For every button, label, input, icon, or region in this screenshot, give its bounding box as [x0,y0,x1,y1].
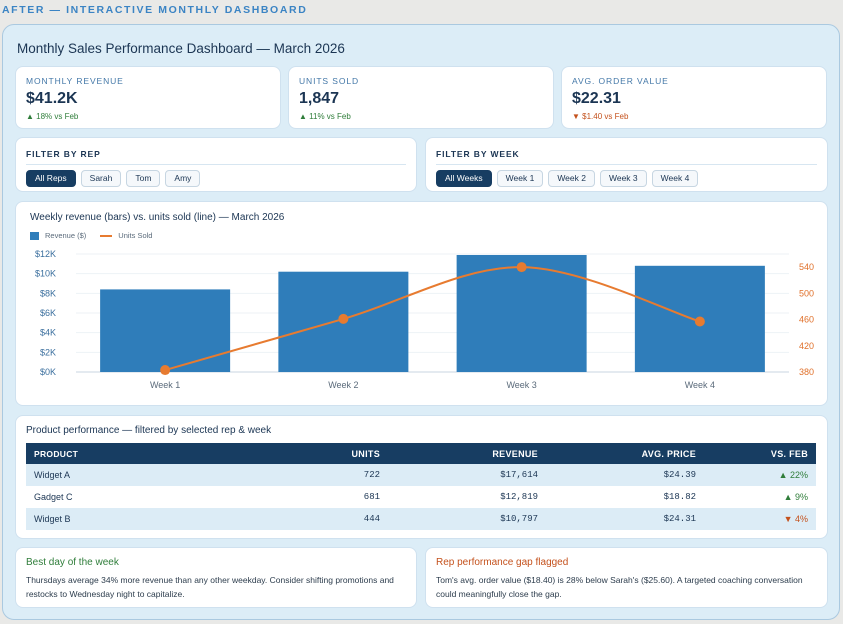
units-point [516,262,527,273]
cell-product: Widget A [26,464,176,486]
filter-rep-tom-button[interactable]: Tom [126,170,161,187]
divider [436,164,817,165]
cell-revenue: $17,614 [388,464,546,486]
x-tick-label: Week 1 [150,380,180,390]
insight-title: Best day of the week [26,557,119,568]
column-header-vs-feb[interactable]: VS. FEB [704,443,816,464]
table-row[interactable]: Gadget C 681 $12,819 $18.82 ▲ 9% [26,486,816,508]
cell-units: 722 [176,464,388,486]
table-header-row: PRODUCT UNITS REVENUE AVG. PRICE VS. FEB [26,443,816,464]
dashboard-title: Monthly Sales Performance Dashboard — Ma… [17,41,345,56]
cell-product: Widget B [26,508,176,530]
x-tick-label: Week 2 [328,380,358,390]
cell-units: 444 [176,508,388,530]
kpi-card-revenue: MONTHLY REVENUE $41.2K ▲ 18% vs Feb [15,66,281,129]
legend-label-revenue: Revenue ($) [45,231,87,240]
table-row[interactable]: Widget A 722 $17,614 $24.39 ▲ 22% [26,464,816,486]
combo-chart: $0K $2K $4K $6K $8K $10K $12K 380 420 460 500 540 We… [35,249,814,390]
filter-week-options: All Weeks Week 1 Week 2 Week 3 Week 4 [436,170,699,187]
y-left-tick-label: $6K [40,308,56,318]
revenue-bar [100,289,231,372]
cell-avg-price: $24.31 [546,508,704,530]
page-label: AFTER — INTERACTIVE MONTHLY DASHBOARD [2,4,308,16]
cell-revenue: $12,819 [500,492,538,502]
product-table-card: Product performance — filtered by select… [15,415,828,539]
cell-revenue: $10,797 [388,508,546,530]
filter-rep-title: FILTER BY REP [26,149,101,159]
column-header-product[interactable]: PRODUCT [26,443,176,464]
kpi-label: MONTHLY REVENUE [26,76,124,86]
chart-title: Weekly revenue (bars) vs. units sold (li… [30,212,285,223]
y-left-tick-label: $8K [40,288,56,298]
filter-rep-sarah-button[interactable]: Sarah [80,170,122,187]
kpi-label: UNITS SOLD [299,76,360,86]
table-title: Product performance — filtered by select… [26,425,272,436]
y-left-tick-label: $12K [35,249,56,259]
revenue-bar [456,254,587,372]
y-right-tick-label: 540 [799,262,814,272]
filter-week-title: FILTER BY WEEK [436,149,520,159]
filter-week-card: FILTER BY WEEK All Weeks Week 1 Week 2 W… [425,137,828,192]
insight-card-best-day: Best day of the week Thursdays average 3… [15,547,417,608]
cell-vs-feb: ▼ 4% [704,508,816,530]
filter-week-1-button[interactable]: Week 1 [496,170,544,187]
units-line [164,266,701,371]
filter-rep-options: All Reps Sarah Tom Amy [26,170,201,187]
y-left-tick-label: $4K [40,328,56,338]
kpi-value: $22.31 [572,90,621,107]
kpi-delta: ▲ 18% vs Feb [26,112,79,121]
product-table: PRODUCT UNITS REVENUE AVG. PRICE VS. FEB… [26,443,816,530]
x-tick-label: Week 3 [506,380,536,390]
cell-product: Gadget C [34,492,73,502]
units-point [338,313,349,324]
insight-card-rep-gap: Rep performance gap flagged Tom's avg. o… [425,547,828,608]
filter-rep-card: FILTER BY REP All Reps Sarah Tom Amy [15,137,417,192]
legend-swatch-units [100,234,113,237]
filter-week-all-button[interactable]: All Weeks [436,170,492,187]
filter-week-3-button[interactable]: Week 3 [599,170,647,187]
y-left-tick-label: $2K [40,347,56,357]
kpi-delta: ▲ 11% vs Feb [299,112,351,121]
filter-week-2-button[interactable]: Week 2 [548,170,595,187]
cell-vs-feb: ▲ 9% [783,492,808,502]
y-right-tick-label: 420 [799,341,814,351]
units-point [160,365,171,376]
cell-vs-feb: ▲ 22% [704,464,816,486]
legend-swatch-revenue [30,231,39,240]
kpi-label: AVG. ORDER VALUE [572,76,669,86]
y-right-tick-label: 500 [799,288,814,298]
y-right-tick-label: 380 [799,367,814,377]
x-tick-label: Week 4 [685,380,715,390]
chart-card: Weekly revenue (bars) vs. units sold (li… [15,201,828,406]
kpi-delta: ▼ $1.40 vs Feb [572,112,629,121]
cell-units: 681 [363,492,380,502]
kpi-card-units: UNITS SOLD 1,847 ▲ 11% vs Feb [288,66,554,129]
units-point [694,316,705,327]
filter-week-4-button[interactable]: Week 4 [651,170,699,187]
y-left-tick-label: $10K [35,269,56,279]
kpi-value: 1,847 [299,90,340,107]
insight-body: Tom's avg. order value ($18.40) is 28% b… [436,575,803,599]
legend-label-units: Units Sold [118,231,153,240]
divider [26,164,406,165]
filter-rep-all-button[interactable]: All Reps [26,170,76,187]
table-row[interactable]: Widget B 444 $10,797 $24.31 ▼ 4% [26,508,816,530]
y-right-tick-label: 460 [799,315,814,325]
insight-body: Thursdays average 34% more revenue than … [26,575,394,599]
kpi-card-aov: AVG. ORDER VALUE $22.31 ▼ $1.40 vs Feb [561,66,827,129]
y-left-tick-label: $0K [40,367,56,377]
cell-avg-price: $18.82 [663,492,696,502]
column-header-units[interactable]: UNITS [176,443,388,464]
cell-avg-price: $24.39 [546,464,704,486]
dashboard-panel: Monthly Sales Performance Dashboard — Ma… [2,24,840,620]
column-header-revenue[interactable]: REVENUE [388,443,546,464]
kpi-value: $41.2K [26,90,78,107]
insight-title: Rep performance gap flagged [436,557,569,568]
chart-legend: Revenue ($) Units Sold [30,231,152,240]
filter-rep-amy-button[interactable]: Amy [165,170,201,187]
column-header-avg-price[interactable]: AVG. PRICE [546,443,704,464]
